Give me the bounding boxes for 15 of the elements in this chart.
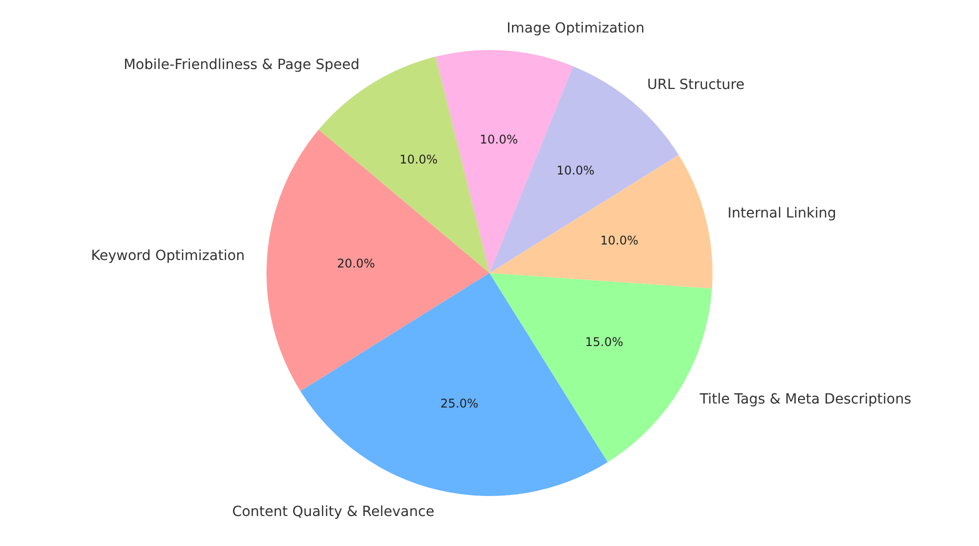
data-label: 20.0% <box>336 256 376 271</box>
slice-label: Internal Linking <box>728 206 836 222</box>
data-label: 10.0% <box>600 234 638 248</box>
pie-slice <box>490 154 712 289</box>
slice-label: Keyword Optimization <box>90 248 245 264</box>
slice-label: Mobile-Friendliness & Page Speed <box>124 56 360 73</box>
slice-label: Title Tags & Meta Descriptions <box>698 391 912 408</box>
data-label: 10.0% <box>480 132 518 147</box>
data-label: 25.0% <box>440 396 478 410</box>
data-label: 10.0% <box>556 164 595 178</box>
data-label: 15.0% <box>585 334 624 349</box>
slice-label: URL Structure <box>647 77 745 94</box>
slice-label: Image Optimization <box>506 20 644 36</box>
data-label: 10.0% <box>400 152 438 167</box>
slice-label: Content Quality & Relevance <box>232 504 434 520</box>
